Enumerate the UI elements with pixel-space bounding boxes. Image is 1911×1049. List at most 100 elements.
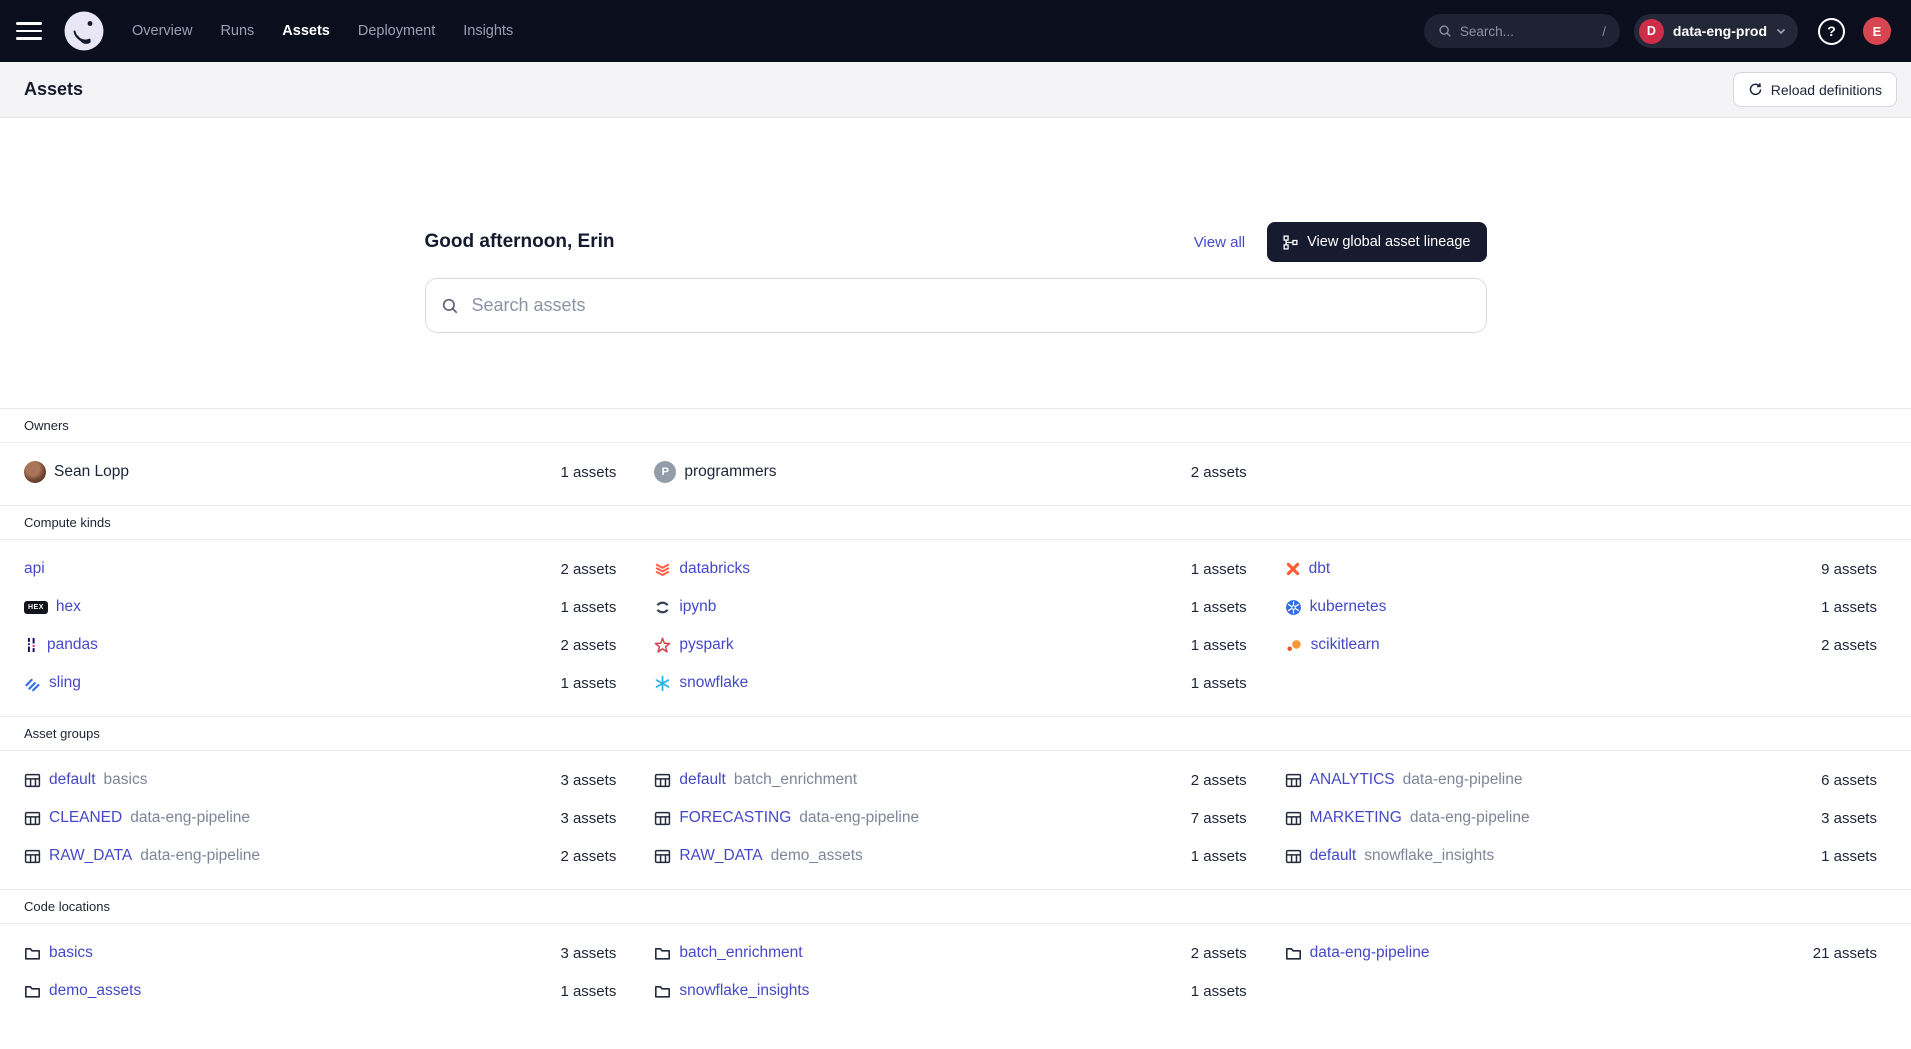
list-item: CLEANED data-eng-pipeline 3 assets: [24, 799, 616, 837]
reload-definitions-button[interactable]: Reload definitions: [1732, 72, 1897, 107]
asset-count: 3 assets: [1821, 809, 1877, 827]
ipynb-icon: [654, 599, 671, 616]
folder-icon: [24, 983, 41, 1000]
refresh-icon: [1749, 83, 1762, 96]
asset-link-Sean Lopp[interactable]: Sean Lopp: [24, 461, 129, 483]
asset-count: 1 assets: [1190, 598, 1247, 616]
list-item: data-eng-pipeline 21 assets: [1285, 934, 1877, 972]
asset-link-CLEANED[interactable]: CLEANED data-eng-pipeline: [24, 809, 250, 827]
deployment-switcher[interactable]: D data-eng-prod: [1633, 14, 1798, 48]
asset-link-ANALYTICS[interactable]: ANALYTICS data-eng-pipeline: [1285, 771, 1523, 789]
asset-link-dbt[interactable]: dbt: [1285, 560, 1330, 578]
list-item: dbt 9 assets: [1285, 550, 1877, 588]
main-nav: Overview Runs Assets Deployment Insights: [132, 19, 513, 43]
asset-name: pandas: [47, 636, 98, 653]
asset-link-hex[interactable]: HEX hex: [24, 598, 81, 616]
asset-subname: data-eng-pipeline: [140, 847, 261, 864]
asset-link-kubernetes[interactable]: kubernetes: [1285, 598, 1386, 616]
asset-link-default[interactable]: default batch_enrichment: [654, 771, 857, 789]
empty-cell: [1285, 972, 1877, 1010]
asset-name: RAW_DATA: [679, 847, 763, 864]
search-icon: [442, 298, 457, 313]
asset-subname: data-eng-pipeline: [1402, 771, 1523, 788]
search-assets-input[interactable]: [424, 278, 1487, 333]
nav-assets[interactable]: Assets: [282, 19, 330, 43]
list-item: basics 3 assets: [24, 934, 616, 972]
asset-link-MARKETING[interactable]: MARKETING data-eng-pipeline: [1285, 809, 1530, 827]
asset-link-databricks[interactable]: databricks: [654, 560, 750, 578]
list-item: api 2 assets: [24, 550, 616, 588]
asset-link-snowflake[interactable]: snowflake: [654, 674, 748, 692]
folder-icon: [24, 945, 41, 962]
asset-subname: demo_assets: [770, 847, 863, 864]
asset-link-ipynb[interactable]: ipynb: [654, 598, 716, 616]
asset-name: scikitlearn: [1310, 636, 1380, 653]
asset-link-RAW_DATA[interactable]: RAW_DATA data-eng-pipeline: [24, 847, 260, 865]
asset-count: 2 assets: [560, 560, 617, 578]
global-search[interactable]: /: [1423, 14, 1620, 48]
asset-link-default[interactable]: default snowflake_insights: [1285, 847, 1494, 865]
asset-count: 2 assets: [1190, 463, 1247, 481]
list-item: Sean Lopp 1 assets: [24, 453, 616, 491]
nav-deployment[interactable]: Deployment: [358, 19, 435, 43]
help-icon[interactable]: ?: [1818, 17, 1845, 45]
asset-link-scikitlearn[interactable]: scikitlearn: [1285, 636, 1380, 654]
nav-insights[interactable]: Insights: [463, 19, 513, 43]
asset-link-basics[interactable]: basics: [24, 944, 93, 962]
asset-link-FORECASTING[interactable]: FORECASTING data-eng-pipeline: [654, 809, 919, 827]
asset-link-demo_assets[interactable]: demo_assets: [24, 982, 141, 1000]
asset-count: 21 assets: [1812, 944, 1877, 962]
asset-count: 2 assets: [560, 636, 617, 654]
section-rows-compute-kinds: api 2 assets databricks 1 assets dbt 9 assets…: [0, 540, 1911, 716]
table-icon: [1285, 772, 1302, 789]
hamburger-menu-icon[interactable]: [16, 22, 42, 40]
asset-link-data-eng-pipeline[interactable]: data-eng-pipeline: [1285, 944, 1429, 962]
list-item: default snowflake_insights 1 assets: [1285, 837, 1877, 875]
asset-name: default: [49, 771, 96, 788]
reload-definitions-label: Reload definitions: [1770, 81, 1882, 98]
asset-link-api[interactable]: api: [24, 560, 45, 578]
asset-link-default[interactable]: default basics: [24, 771, 147, 789]
asset-name: MARKETING: [1309, 809, 1402, 826]
asset-count: 1 assets: [560, 598, 617, 616]
dbt-icon: [1285, 561, 1301, 577]
section-label: Code locations: [24, 899, 110, 914]
table-icon: [654, 810, 671, 827]
asset-link-pandas[interactable]: pandas: [24, 636, 98, 654]
asset-name: ANALYTICS: [1309, 771, 1395, 788]
nav-overview[interactable]: Overview: [132, 19, 192, 43]
dagster-logo[interactable]: [64, 11, 104, 51]
asset-name: demo_assets: [49, 982, 142, 999]
asset-link-RAW_DATA[interactable]: RAW_DATA demo_assets: [654, 847, 863, 865]
user-avatar[interactable]: E: [1863, 17, 1891, 45]
main-content: Good afternoon, Erin View all View globa…: [0, 222, 1911, 1024]
search-shortcut-hint: /: [1602, 23, 1606, 39]
list-item: RAW_DATA demo_assets 1 assets: [654, 837, 1247, 875]
asset-subname: data-eng-pipeline: [799, 809, 920, 826]
asset-count: 3 assets: [560, 809, 617, 827]
asset-name: default: [1309, 847, 1357, 864]
table-icon: [24, 848, 41, 865]
asset-count: 1 assets: [1821, 598, 1877, 616]
asset-count: 1 assets: [1821, 847, 1877, 865]
view-global-asset-lineage-button[interactable]: View global asset lineage: [1267, 222, 1487, 262]
list-item: RAW_DATA data-eng-pipeline 2 assets: [24, 837, 616, 875]
asset-subname: basics: [103, 771, 148, 788]
asset-link-pyspark[interactable]: pyspark: [654, 636, 734, 654]
empty-cell: [1285, 664, 1877, 702]
table-icon: [1285, 810, 1302, 827]
list-item: kubernetes 1 assets: [1285, 588, 1877, 626]
asset-name: snowflake_insights: [679, 982, 810, 999]
pyspark-icon: [654, 637, 671, 654]
asset-link-sling[interactable]: sling: [24, 674, 81, 692]
asset-link-snowflake_insights[interactable]: snowflake_insights: [654, 982, 809, 1000]
empty-cell: [1285, 453, 1877, 491]
nav-runs[interactable]: Runs: [220, 19, 254, 43]
asset-name: default: [679, 771, 726, 788]
asset-link-batch_enrichment[interactable]: batch_enrichment: [654, 944, 803, 962]
view-all-link[interactable]: View all: [1193, 233, 1246, 251]
global-search-input[interactable]: [1459, 23, 1595, 39]
